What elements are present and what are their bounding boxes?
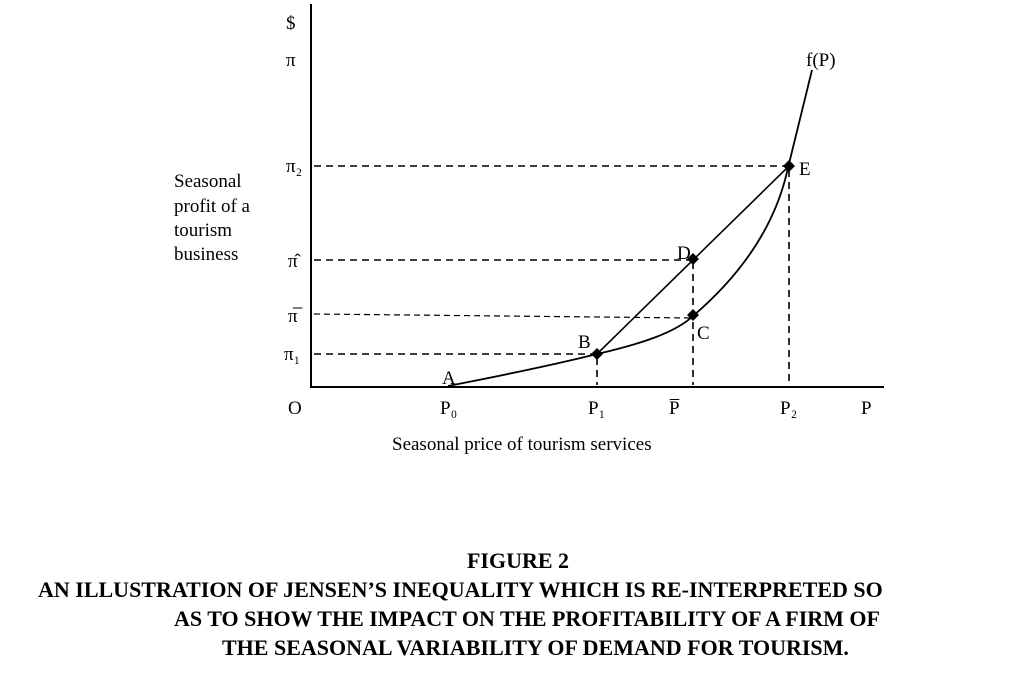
point-label-e: E <box>799 159 811 180</box>
marker-b <box>591 348 603 360</box>
x-tick-p-bar: P̅ <box>669 398 680 419</box>
x-axis-title: Seasonal price of tourism services <box>392 434 652 455</box>
y-tick-pi-bar: π̅ <box>288 306 303 327</box>
point-label-d: D <box>677 243 691 264</box>
x-origin-label: O <box>288 398 302 419</box>
marker-c <box>687 309 699 321</box>
y-axis-title-line-1: Seasonal <box>174 171 242 192</box>
y-axis-title-line-2: profit of a <box>174 196 251 217</box>
figure-caption-line-3: THE SEASONAL VARIABILITY OF DEMAND FOR T… <box>222 635 849 660</box>
guide-pibar-horizontal <box>313 313 694 319</box>
y-unit-label: $ <box>286 13 296 34</box>
jensen-inequality-diagram: $ π π₂ π̂ π̅ π₁ Seasonal profit of a tou… <box>174 4 884 455</box>
figure-caption-line-1: AN ILLUSTRATION OF JENSEN’S INEQUALITY W… <box>38 577 883 602</box>
point-label-c: C <box>697 323 710 344</box>
point-label-a: A <box>442 368 456 389</box>
x-tick-p1: P₁ <box>588 398 605 419</box>
x-tick-p: P <box>861 398 872 419</box>
y-tick-pi-hat: π̂ <box>288 251 301 272</box>
figure-heading: FIGURE 2 <box>466 548 570 573</box>
x-tick-p0: P₀ <box>440 398 457 419</box>
y-axis-title-line-4: business <box>174 244 238 265</box>
curve-label-fp: f(P) <box>806 50 836 71</box>
y-tick-pi2: π₂ <box>286 156 302 177</box>
y-tick-pi1: π₁ <box>284 344 300 365</box>
y-axis-title-line-3: tourism <box>174 220 232 241</box>
profit-curve-fp <box>447 69 813 387</box>
marker-e <box>783 160 795 172</box>
figure-caption-line-2: AS TO SHOW THE IMPACT ON THE PROFITABILI… <box>174 606 880 631</box>
point-label-b: B <box>578 332 591 353</box>
marker-d <box>687 253 699 265</box>
x-tick-p2: P₂ <box>780 398 797 419</box>
y-tick-pi: π <box>286 50 296 71</box>
